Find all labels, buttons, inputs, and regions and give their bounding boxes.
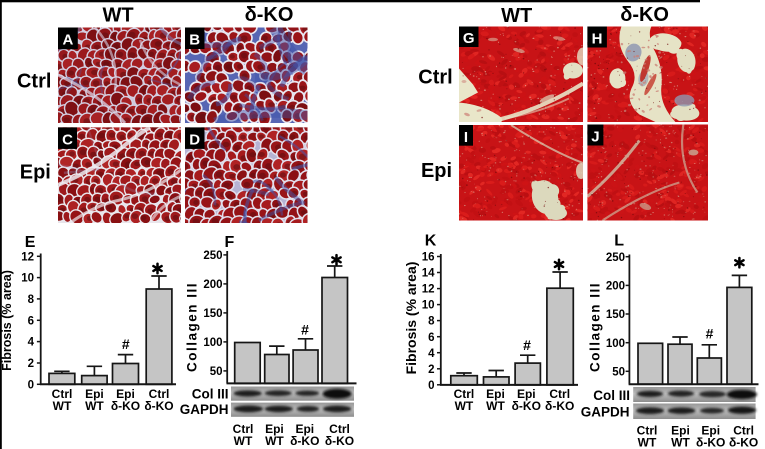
svg-text:250: 250 <box>606 252 625 264</box>
svg-text:Ctrl: Ctrl <box>149 387 170 401</box>
svg-text:Collagen III: Collagen III <box>588 282 603 372</box>
svg-text:Epi: Epi <box>265 422 284 436</box>
svg-text:Col III: Col III <box>192 387 229 402</box>
svg-text:D: D <box>189 131 200 148</box>
svg-text:0: 0 <box>428 380 434 392</box>
svg-text:Epi: Epi <box>85 387 104 401</box>
svg-text:100: 100 <box>606 338 625 350</box>
svg-text:Epi: Epi <box>421 160 452 182</box>
svg-text:14: 14 <box>422 268 435 280</box>
svg-text:4: 4 <box>28 337 35 349</box>
svg-text:L: L <box>614 233 624 250</box>
svg-text:δ-KO: δ-KO <box>245 4 294 26</box>
svg-text:#: # <box>523 337 531 353</box>
svg-text:Fibrosis (% area): Fibrosis (% area) <box>0 270 14 371</box>
svg-text:δ-KO: δ-KO <box>545 399 574 413</box>
svg-text:WT: WT <box>102 5 133 27</box>
svg-text:Col III: Col III <box>593 388 630 403</box>
svg-text:WT: WT <box>455 399 474 413</box>
svg-text:J: J <box>591 129 599 146</box>
svg-text:100: 100 <box>203 337 222 349</box>
svg-text:6: 6 <box>428 332 434 344</box>
svg-text:6: 6 <box>28 315 34 327</box>
svg-text:B: B <box>189 32 200 49</box>
svg-text:200: 200 <box>606 281 625 293</box>
svg-text:Epi: Epi <box>116 387 135 401</box>
svg-text:Ctrl: Ctrl <box>418 67 452 89</box>
svg-text:Ctrl: Ctrl <box>637 423 658 437</box>
svg-text:0: 0 <box>28 379 34 391</box>
svg-text:4: 4 <box>428 348 435 360</box>
svg-text:Ctrl: Ctrl <box>454 387 475 401</box>
svg-text:WT: WT <box>486 399 505 413</box>
svg-text:δ-KO: δ-KO <box>512 399 541 413</box>
svg-text:8: 8 <box>28 294 35 306</box>
svg-text:50: 50 <box>210 366 223 378</box>
svg-text:150: 150 <box>606 309 625 321</box>
svg-text:WT: WT <box>671 435 690 449</box>
svg-text:Epi: Epi <box>295 422 314 436</box>
svg-text:Epi: Epi <box>701 423 720 437</box>
svg-text:50: 50 <box>612 366 625 378</box>
svg-text:12: 12 <box>422 284 435 296</box>
svg-text:WT: WT <box>638 435 657 449</box>
svg-text:H: H <box>592 30 603 47</box>
svg-text:2: 2 <box>428 364 434 376</box>
svg-text:I: I <box>464 129 468 146</box>
svg-text:C: C <box>62 131 73 148</box>
svg-text:Ctrl: Ctrl <box>329 422 350 436</box>
svg-text:Epi: Epi <box>20 162 51 184</box>
svg-text:150: 150 <box>203 308 222 320</box>
svg-text:Epi: Epi <box>671 423 690 437</box>
svg-text:12: 12 <box>21 251 34 263</box>
svg-text:250: 250 <box>203 250 222 262</box>
svg-text:Epi: Epi <box>517 387 536 401</box>
svg-text:GAPDH: GAPDH <box>180 402 229 417</box>
svg-text:2: 2 <box>28 358 34 370</box>
svg-text:200: 200 <box>203 279 222 291</box>
svg-text:Ctrl: Ctrl <box>52 387 73 401</box>
svg-text:Ctrl: Ctrl <box>233 422 254 436</box>
svg-text:16: 16 <box>422 252 435 264</box>
svg-text:A: A <box>62 32 73 49</box>
svg-text:10: 10 <box>21 273 34 285</box>
svg-text:WT: WT <box>53 399 72 413</box>
svg-text:K: K <box>425 233 437 250</box>
svg-text:Epi: Epi <box>486 387 505 401</box>
svg-text:δ-KO: δ-KO <box>620 4 669 26</box>
svg-text:Collagen III: Collagen III <box>185 282 200 372</box>
svg-text:δ-KO: δ-KO <box>144 399 173 413</box>
svg-text:δ-KO: δ-KO <box>325 434 354 448</box>
svg-text:δ-KO: δ-KO <box>696 435 725 449</box>
svg-text:#: # <box>301 322 309 338</box>
svg-text:WT: WT <box>265 434 284 448</box>
svg-text:#: # <box>706 326 714 342</box>
svg-text:WT: WT <box>501 5 532 27</box>
svg-text:Ctrl: Ctrl <box>17 71 51 93</box>
svg-text:G: G <box>463 30 475 47</box>
svg-text:δ-KO: δ-KO <box>290 434 319 448</box>
svg-text:Ctrl: Ctrl <box>549 387 570 401</box>
svg-text:Ctrl: Ctrl <box>733 423 754 437</box>
svg-text:10: 10 <box>422 300 435 312</box>
svg-text:F: F <box>225 234 235 251</box>
svg-text:8: 8 <box>428 316 435 328</box>
svg-text:GAPDH: GAPDH <box>581 405 630 420</box>
svg-text:WT: WT <box>85 399 104 413</box>
svg-text:#: # <box>122 336 130 352</box>
svg-text:Fibrosis (% area): Fibrosis (% area) <box>403 262 419 375</box>
svg-text:δ-KO: δ-KO <box>729 435 758 449</box>
svg-text:E: E <box>25 234 36 251</box>
svg-text:δ-KO: δ-KO <box>111 399 140 413</box>
svg-text:WT: WT <box>234 434 253 448</box>
